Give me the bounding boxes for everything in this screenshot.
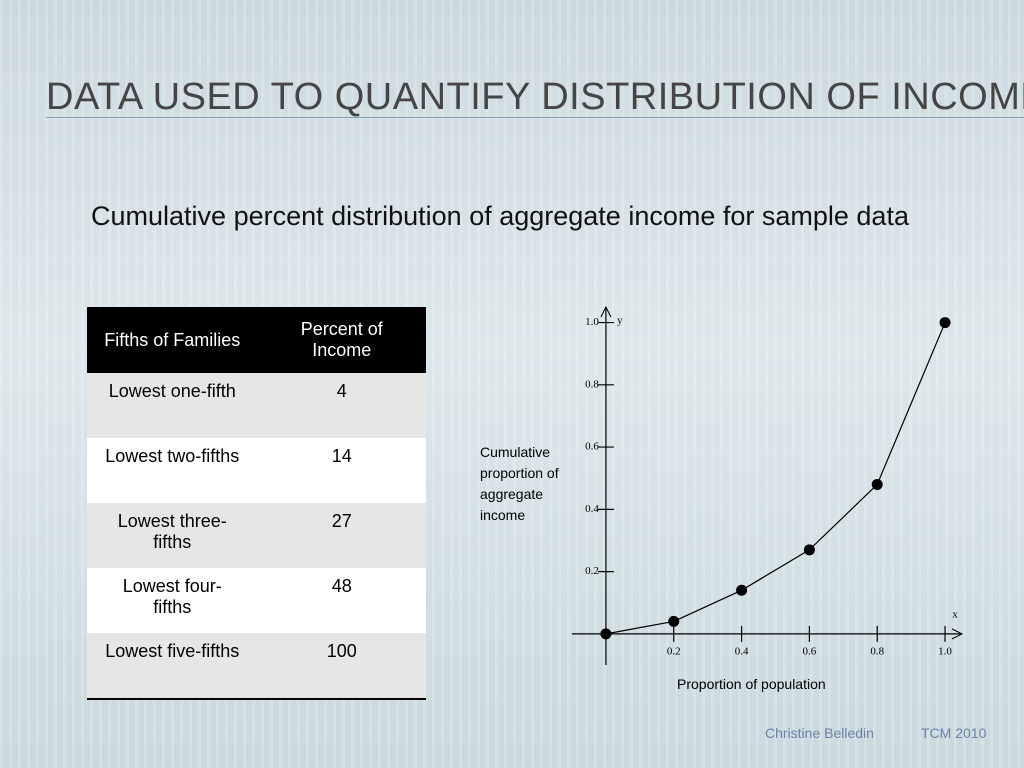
x-axis-label: Proportion of population bbox=[677, 676, 826, 692]
table-cell: 100 bbox=[257, 633, 426, 699]
table-cell: Lowest three-fifths bbox=[87, 503, 258, 568]
y-axis-label: Cumulative proportion of aggregate incom… bbox=[480, 444, 559, 523]
x-tick-label: 0.8 bbox=[870, 645, 884, 657]
y-tick-label: 0.4 bbox=[585, 503, 599, 515]
table-cell: Lowest four-fifths bbox=[87, 568, 258, 633]
table-cell: 48 bbox=[257, 568, 426, 633]
x-axis-name: x bbox=[952, 608, 958, 620]
table-cell: 27 bbox=[257, 503, 426, 568]
y-axis-arrow bbox=[600, 305, 612, 318]
subtitle: Cumulative percent distribution of aggre… bbox=[91, 201, 909, 231]
y-tick-label: 0.2 bbox=[585, 565, 599, 577]
income-table: Fifths of Families Percent of Income Low… bbox=[87, 307, 426, 700]
table-cell: Lowest one-fifth bbox=[87, 373, 258, 438]
table-cell: 14 bbox=[257, 438, 426, 503]
footer-author: Christine Belledin bbox=[765, 725, 874, 741]
slide-title: DATA USED TO QUANTIFY DISTRIBUTION OF IN… bbox=[46, 76, 1024, 118]
x-axis-arrow bbox=[951, 628, 964, 640]
table-row: Lowest four-fifths 48 bbox=[87, 568, 426, 633]
data-point bbox=[803, 544, 815, 556]
y-axis-name: y bbox=[617, 315, 623, 327]
table-body: Lowest one-fifth 4 Lowest two-fifths 14 Lowe… bbox=[87, 373, 426, 699]
footer-course: TCM 2010 bbox=[921, 725, 987, 741]
table-cell: Lowest two-fifths bbox=[87, 438, 258, 503]
table-cell: Lowest five-fifths bbox=[87, 633, 258, 699]
header-row: Fifths of Families Percent of Income bbox=[87, 307, 426, 373]
y-tick-label: 1.0 bbox=[585, 316, 599, 328]
title-rule bbox=[46, 117, 1024, 118]
data-point bbox=[736, 584, 748, 596]
y-tick-label: 0.8 bbox=[585, 378, 599, 390]
data-point bbox=[600, 628, 612, 640]
x-tick-label: 1.0 bbox=[938, 645, 952, 657]
data-point bbox=[939, 317, 951, 329]
data-point bbox=[668, 615, 680, 627]
header-cell: Percent of Income bbox=[257, 307, 426, 373]
table-row: Lowest one-fifth 4 bbox=[87, 373, 426, 438]
table-row: Lowest three-fifths 27 bbox=[87, 503, 426, 568]
table-cell: 4 bbox=[257, 373, 426, 438]
x-tick-label: 0.4 bbox=[735, 645, 749, 657]
y-tick-label: 0.6 bbox=[585, 441, 599, 453]
x-tick-label: 0.2 bbox=[667, 645, 681, 657]
data-line bbox=[605, 322, 946, 635]
header-cell: Fifths of Families bbox=[87, 307, 258, 373]
data-point bbox=[871, 478, 883, 490]
table-row: Lowest five-fifths 100 bbox=[87, 633, 426, 699]
table-row: Lowest two-fifths 14 bbox=[87, 438, 426, 503]
x-tick-label: 0.6 bbox=[803, 645, 817, 657]
